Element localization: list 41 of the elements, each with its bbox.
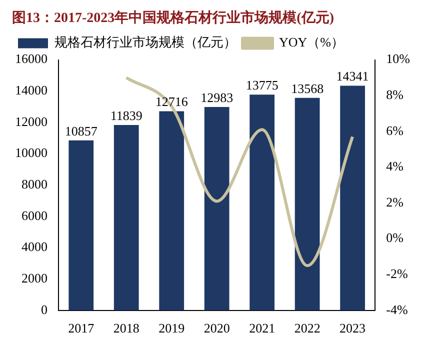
y2-tick-label: 0% [386,230,404,246]
data-label: 13775 [246,78,278,93]
bar [114,124,139,310]
data-label: 13568 [291,80,324,96]
y-tick-label: 4000 [22,239,48,254]
y2-tick-label: -2% [386,266,408,282]
bar [159,111,184,310]
data-label: 10857 [64,123,98,138]
x-tick-label: 2021 [249,320,276,336]
y-tick-label: 14000 [15,82,48,98]
data-label: 12716 [155,94,188,110]
y-tick-label: 6000 [22,208,48,223]
bar [294,98,320,310]
y2-tick-label: 6% [386,122,404,138]
y2-tick-label: 10% [386,51,410,66]
x-tick-label: 2018 [113,320,140,336]
y2-tick-label: 8% [386,87,404,102]
y-tick-label: 0 [41,302,48,317]
x-tick-label: 2019 [158,320,185,336]
y-tick-label: 10000 [15,145,48,160]
y-tick-label: 2000 [22,270,48,286]
data-label: 14341 [336,68,369,84]
y-tick-label: 12000 [15,114,48,129]
x-tick-label: 2022 [294,320,320,336]
data-label: 11839 [110,108,142,123]
bar [204,107,230,310]
x-tick-label: 2020 [204,320,230,336]
bar [250,94,275,310]
bar [68,140,94,310]
x-tick-label: 2017 [68,320,95,336]
y-tick-label: 16000 [15,51,48,66]
chart-title: 图13：2017-2023年中国规格石材行业市场规模(亿元) [12,9,334,26]
y2-tick-label: -4% [386,302,408,317]
bar [340,86,365,310]
data-label: 12983 [200,90,234,105]
legend-label: YOY（%） [279,34,344,50]
y2-tick-label: 4% [386,158,404,174]
y-tick-label: 8000 [22,176,48,192]
legend-label: 规格石材行业市场规模（亿元） [54,34,236,50]
x-tick-label: 2023 [340,320,366,336]
y2-tick-label: 2% [386,194,404,210]
